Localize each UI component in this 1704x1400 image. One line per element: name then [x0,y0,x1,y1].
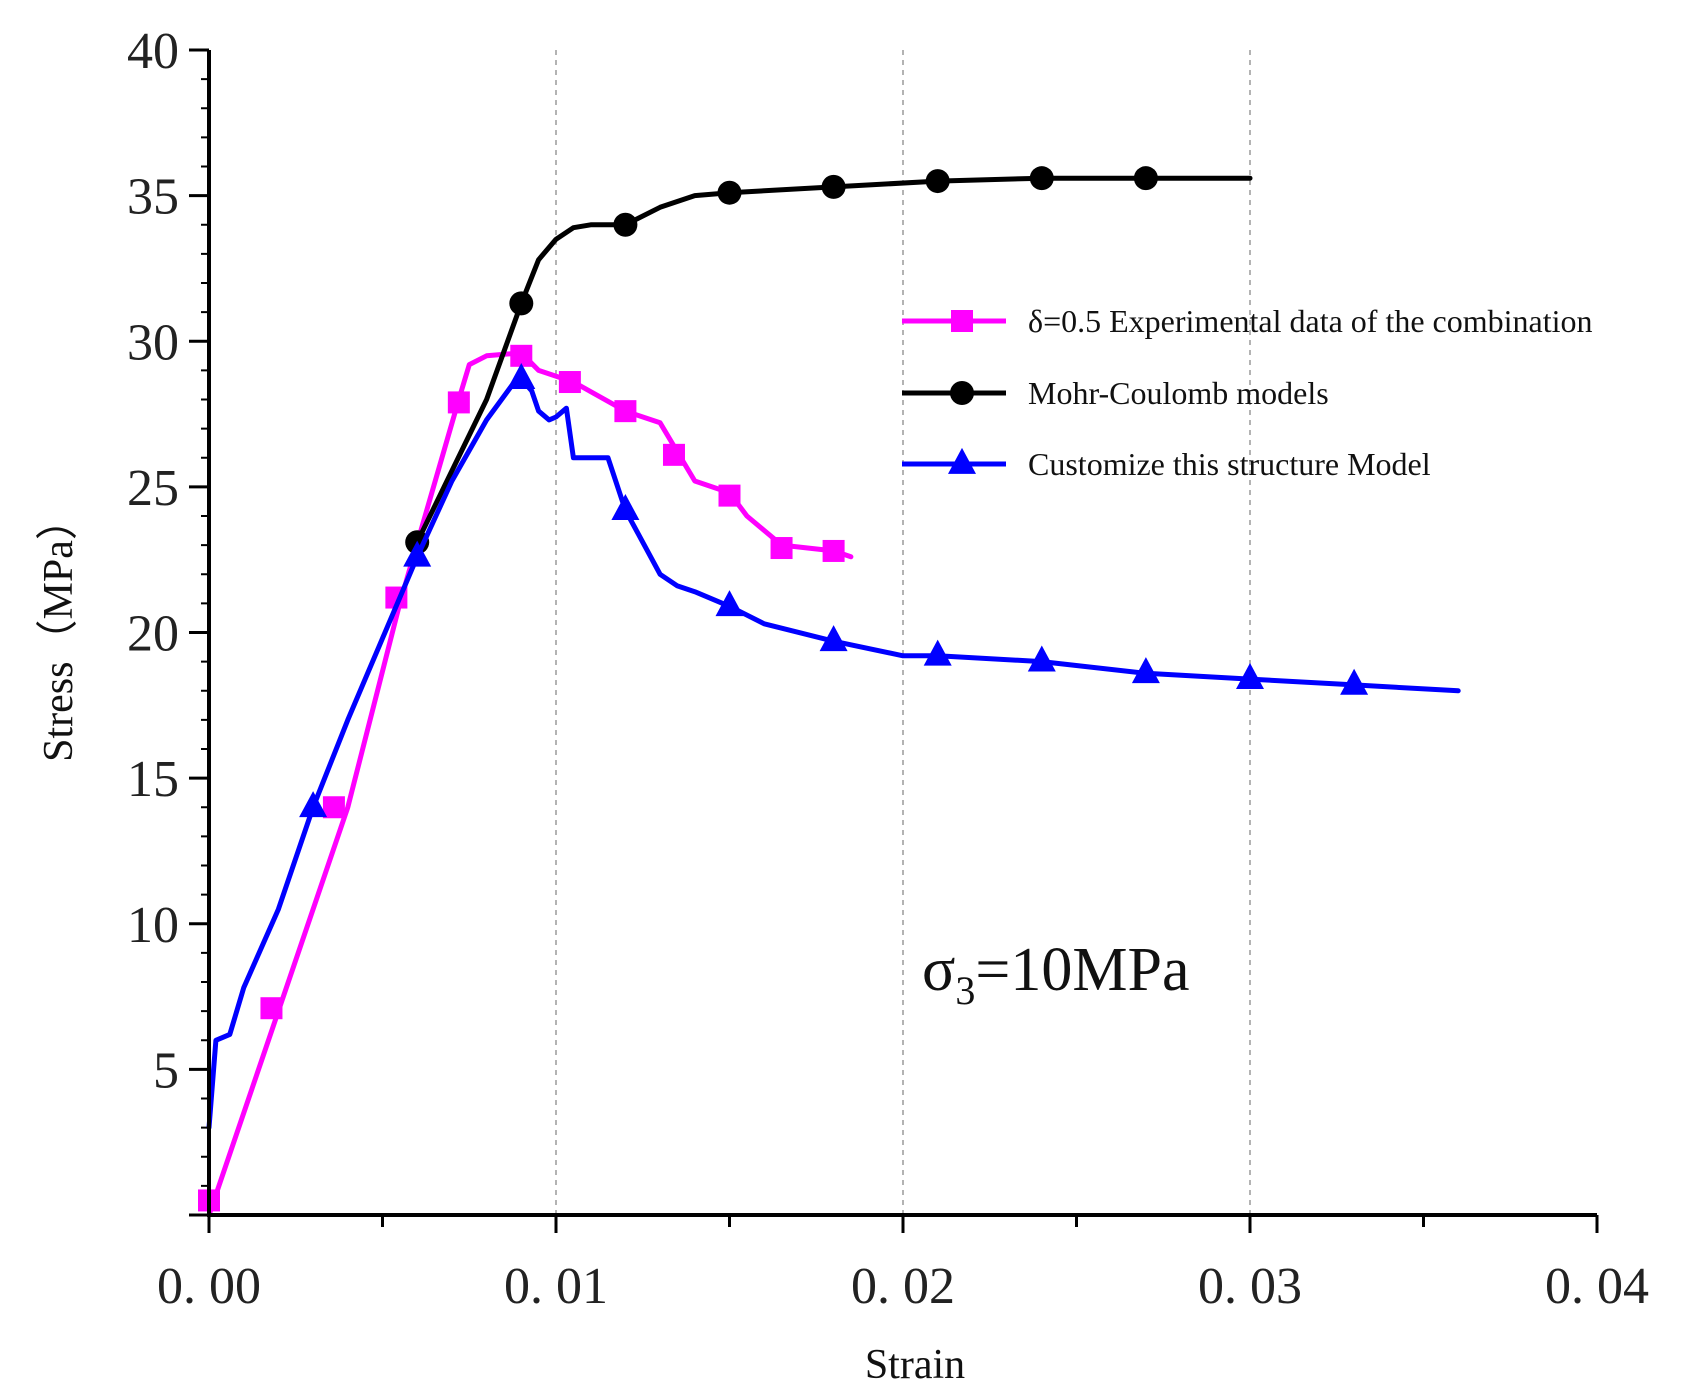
x-axis-title: Strain [865,1342,965,1388]
data-point-triangle [1340,668,1369,695]
x-tick-label: 0. 01 [504,1258,608,1315]
series-line-triangle [206,376,1461,1131]
data-point-circle [613,212,638,237]
sigma-symbol: σ [922,936,955,1004]
series-layer [198,166,1461,1218]
data-point-circle [1133,166,1158,191]
data-point-square [614,400,637,423]
data-point-triangle [299,791,328,818]
series-line-square [206,350,854,1218]
y-tick-label: 40 [127,23,179,80]
data-point-triangle [403,540,432,567]
data-point-triangle [715,590,744,617]
series-circle [405,166,1253,555]
legend-entry: Mohr-Coulomb models [902,375,1329,411]
data-point-triangle [923,639,952,666]
sigma-annotation: σ3=10MPa [922,936,1190,1013]
y-tick-label: 15 [127,751,179,808]
data-point-square [260,997,283,1020]
legend-entry: Customize this structure Model [902,446,1431,482]
x-tick-label: 0. 04 [1545,1258,1649,1315]
y-tick-label: 35 [127,169,179,226]
y-tick-label: 10 [127,897,179,954]
data-point-circle [1029,166,1054,191]
series-line-circle [414,175,1253,545]
data-point-square [510,344,533,367]
legend: δ=0.5 Experimental data of the combinati… [902,303,1593,482]
series-triangle [206,362,1461,1131]
legend-marker-triangle [948,447,976,474]
data-point-square [822,539,845,562]
legend-marker-circle [950,381,974,405]
legend-label: Customize this structure Model [1028,446,1431,482]
data-point-square [770,537,793,560]
ticks: 5 10 15 20 25 30 35 40 0. 00 0. 01 0. 02 0. 03 0. 04 [127,23,1649,1315]
vertical-gridlines [555,50,1251,1215]
x-tick-label: 0. 00 [157,1258,261,1315]
data-point-triangle [611,494,640,521]
series-square [198,344,854,1218]
y-tick-label: 5 [153,1042,179,1099]
data-point-square [718,484,741,507]
data-point-triangle [1027,645,1056,672]
sigma-value: =10MPa [975,936,1189,1004]
data-point-triangle [1131,657,1160,684]
legend-marker-square [951,310,973,332]
y-axis-title: Stress（MPa） [36,498,82,762]
data-point-circle [509,291,534,316]
data-point-square [662,443,685,466]
data-point-circle [925,169,950,194]
data-point-square [558,371,581,394]
sigma-subscript: 3 [955,968,975,1013]
data-point-triangle [819,625,848,652]
legend-entry: δ=0.5 Experimental data of the combinati… [902,303,1593,339]
legend-label: Mohr-Coulomb models [1028,375,1329,411]
axes [207,50,1597,1217]
x-tick-label: 0. 03 [1198,1258,1302,1315]
data-point-square [447,391,470,414]
data-point-triangle [1236,662,1264,689]
legend-label: δ=0.5 Experimental data of the combinati… [1028,303,1593,339]
y-tick-label: 25 [127,460,179,517]
y-tick-label: 30 [127,314,179,371]
data-point-square [322,796,345,819]
y-tick-label: 20 [127,606,179,663]
x-tick-label: 0. 02 [851,1258,955,1315]
data-point-circle [821,174,846,199]
data-point-circle [717,180,742,205]
data-point-triangle [507,362,536,389]
